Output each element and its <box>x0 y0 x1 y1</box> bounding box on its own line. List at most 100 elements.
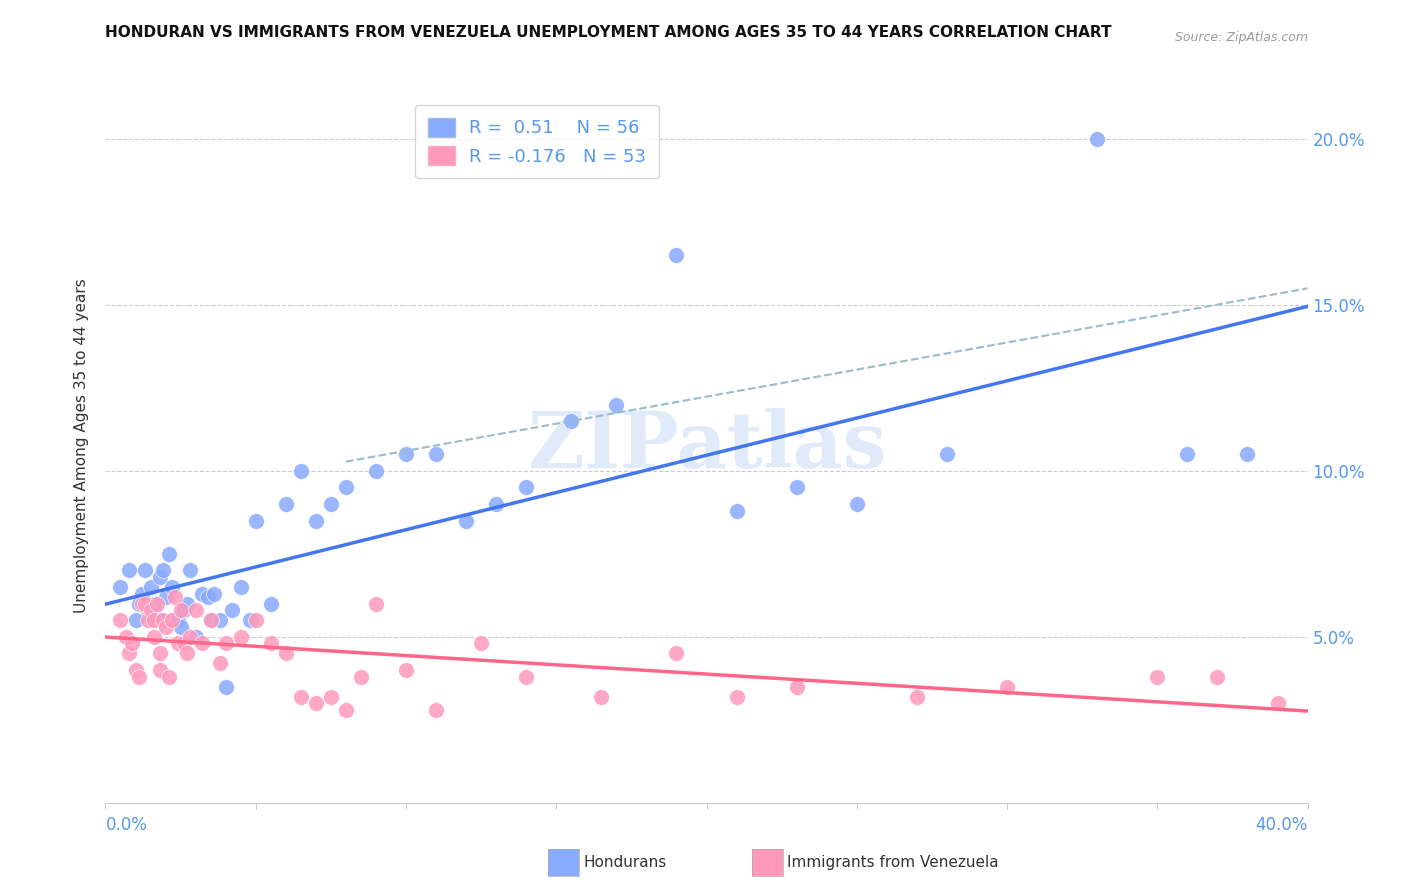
Point <box>163 590 186 604</box>
Point <box>131 587 153 601</box>
Point <box>845 497 868 511</box>
Point <box>148 570 170 584</box>
Point <box>136 603 159 617</box>
Point <box>725 690 748 704</box>
Point <box>395 447 418 461</box>
Point <box>786 680 808 694</box>
Point <box>184 630 207 644</box>
Point <box>142 630 165 644</box>
Point <box>319 497 342 511</box>
Point <box>274 497 297 511</box>
Point <box>290 464 312 478</box>
Point <box>155 590 177 604</box>
Point <box>200 613 222 627</box>
Point <box>936 447 959 461</box>
Point <box>124 663 146 677</box>
Point <box>148 613 170 627</box>
Point <box>245 514 267 528</box>
Point <box>515 481 537 495</box>
Point <box>136 613 159 627</box>
Point <box>173 603 195 617</box>
Point <box>364 464 387 478</box>
Text: Immigrants from Venezuela: Immigrants from Venezuela <box>787 855 1000 870</box>
Point <box>176 647 198 661</box>
Legend: R =  0.51    N = 56, R = -0.176   N = 53: R = 0.51 N = 56, R = -0.176 N = 53 <box>415 105 659 178</box>
Point <box>1085 132 1108 146</box>
Point <box>139 580 162 594</box>
Point <box>905 690 928 704</box>
Point <box>163 613 186 627</box>
Point <box>208 657 231 671</box>
Point <box>260 597 283 611</box>
Point <box>786 481 808 495</box>
Point <box>725 504 748 518</box>
Point <box>148 647 170 661</box>
Point <box>1175 447 1198 461</box>
Point <box>470 636 492 650</box>
Point <box>139 603 162 617</box>
Point <box>148 663 170 677</box>
Point <box>221 603 243 617</box>
Point <box>995 680 1018 694</box>
Point <box>229 630 252 644</box>
Point <box>179 564 201 578</box>
Point <box>160 580 183 594</box>
Point <box>515 670 537 684</box>
Point <box>605 397 627 411</box>
Point <box>152 564 174 578</box>
Point <box>335 703 357 717</box>
Point <box>179 630 201 644</box>
Point <box>134 564 156 578</box>
Text: 0.0%: 0.0% <box>105 816 148 834</box>
Point <box>665 248 688 262</box>
Point <box>142 597 165 611</box>
Text: 40.0%: 40.0% <box>1256 816 1308 834</box>
Point <box>229 580 252 594</box>
Point <box>128 670 150 684</box>
Point <box>1206 670 1229 684</box>
Point <box>155 620 177 634</box>
Point <box>184 603 207 617</box>
Point <box>128 597 150 611</box>
Point <box>142 603 165 617</box>
Point <box>166 613 188 627</box>
Point <box>200 613 222 627</box>
Point <box>425 447 447 461</box>
Point <box>145 597 167 611</box>
Text: HONDURAN VS IMMIGRANTS FROM VENEZUELA UNEMPLOYMENT AMONG AGES 35 TO 44 YEARS COR: HONDURAN VS IMMIGRANTS FROM VENEZUELA UN… <box>105 25 1112 40</box>
Point <box>160 613 183 627</box>
Text: Hondurans: Hondurans <box>583 855 666 870</box>
Point <box>124 613 146 627</box>
Point <box>1146 670 1168 684</box>
Point <box>665 647 688 661</box>
Point <box>190 636 212 650</box>
Point <box>214 680 236 694</box>
Point <box>208 613 231 627</box>
Point <box>166 636 188 650</box>
Point <box>110 613 132 627</box>
Point <box>134 597 156 611</box>
Point <box>305 514 328 528</box>
Point <box>350 670 373 684</box>
Point <box>169 620 191 634</box>
Point <box>1236 447 1258 461</box>
Text: Source: ZipAtlas.com: Source: ZipAtlas.com <box>1174 31 1308 45</box>
Point <box>118 647 141 661</box>
Point <box>319 690 342 704</box>
Point <box>131 597 153 611</box>
Point <box>121 636 143 650</box>
Point <box>335 481 357 495</box>
Point <box>115 630 138 644</box>
Point <box>485 497 508 511</box>
Point <box>157 547 180 561</box>
Point <box>173 636 195 650</box>
Point <box>169 603 191 617</box>
Point <box>118 564 141 578</box>
Point <box>305 696 328 710</box>
Point <box>425 703 447 717</box>
Point <box>1267 696 1289 710</box>
Point <box>142 613 165 627</box>
Point <box>560 414 582 428</box>
Point <box>239 613 262 627</box>
Point <box>160 613 183 627</box>
